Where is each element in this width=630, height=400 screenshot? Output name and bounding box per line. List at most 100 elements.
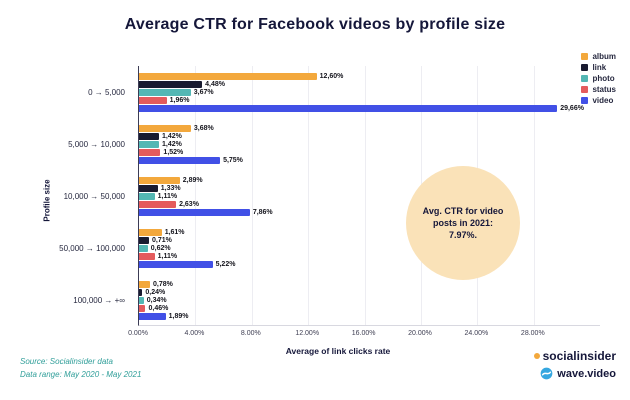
bar-photo: [139, 88, 191, 96]
bar-line: 7,86%: [139, 208, 600, 216]
bar-photo: [139, 296, 144, 304]
legend-label: album: [592, 52, 616, 61]
bar-album: [139, 124, 191, 132]
bar-status: [139, 148, 161, 156]
bar-status: [139, 200, 177, 208]
bar-album: [139, 176, 180, 184]
bar-value-label: 0,62%: [150, 244, 171, 252]
bar-line: 1,42%: [139, 132, 600, 140]
bar-line: 0,71%: [139, 236, 600, 244]
gridline: [364, 66, 366, 325]
bar-value-label: 0,34%: [146, 296, 167, 304]
bar-link: [139, 236, 149, 244]
legend-swatch-icon: [581, 64, 589, 71]
bar-value-label: 0,78%: [152, 280, 173, 288]
bar-line: 0,34%: [139, 296, 600, 304]
bar-album: [139, 72, 317, 80]
bar-status: [139, 252, 155, 260]
bar-line: 1,61%: [139, 228, 600, 236]
category-label: 100,000 → +∞: [73, 295, 125, 305]
bar-value-label: 3,67%: [193, 88, 214, 96]
bar-value-label: 3,68%: [193, 124, 214, 132]
bar-link: [139, 132, 160, 140]
annotation-circle: Avg. CTR for video posts in 2021: 7.97%.: [406, 166, 520, 280]
bar-value-label: 2,63%: [179, 200, 199, 208]
source-note: Source: Socialinsider data Data range: M…: [20, 356, 141, 382]
bar-line: 1,89%: [139, 312, 600, 320]
bar-value-label: 4,48%: [205, 80, 226, 88]
bar-video: [139, 312, 166, 320]
bar-status: [139, 96, 167, 104]
legend-item-video: video: [581, 96, 616, 105]
bar-video: [139, 260, 213, 268]
bar-line: 1,42%: [139, 140, 600, 148]
x-tick-label: 16.00%: [351, 330, 376, 337]
x-tick-label: 8.00%: [240, 330, 261, 337]
bar-album: [139, 228, 162, 236]
bar-group: 2,89% 1,33% 1,11% 2,63% 7,86%: [139, 170, 600, 222]
bar-video: [139, 208, 250, 216]
bar-line: 3,68%: [139, 124, 600, 132]
bar-line: 12,60%: [139, 72, 600, 80]
category-label: 50,000 → 100,000: [59, 243, 125, 253]
bar-line: 29,66%: [139, 104, 600, 112]
gridline: [195, 66, 197, 325]
bar-video: [139, 104, 558, 112]
bar-group: 12,60% 4,48% 3,67% 1,96% 29,66%: [139, 66, 600, 118]
annotation-text: Avg. CTR for video posts in 2021: 7.97%.: [422, 205, 504, 241]
legend-label: photo: [592, 74, 615, 83]
bar-value-label: 1,96%: [169, 96, 190, 104]
bar-line: 0,46%: [139, 304, 600, 312]
bar-line: 2,63%: [139, 200, 600, 208]
wavevideo-logo: wave.video: [540, 367, 616, 380]
x-tick-label: 20.00%: [408, 330, 432, 337]
legend-item-album: album: [581, 52, 616, 61]
x-tick-label: 24.00%: [464, 330, 489, 337]
bar-value-label: 5,22%: [215, 260, 236, 268]
gridline: [533, 66, 535, 325]
bar-value-label: 5,75%: [223, 156, 243, 164]
bar-value-label: 1,52%: [163, 148, 184, 156]
bar-photo: [139, 192, 155, 200]
legend-swatch-icon: [581, 86, 589, 93]
wavevideo-icon: [540, 367, 553, 380]
bar-line: 1,11%: [139, 252, 600, 260]
bar-line: 2,89%: [139, 176, 600, 184]
data-range-line: Data range: May 2020 - May 2021: [20, 369, 142, 379]
bar-line: 1,11%: [139, 192, 600, 200]
bar-line: 0,24%: [139, 288, 600, 296]
legend-item-link: link: [581, 63, 616, 72]
bar-value-label: 1,11%: [157, 252, 178, 260]
bar-album: [139, 280, 150, 288]
bar-line: 3,67%: [139, 88, 600, 96]
branding: socialinsider wave.video: [533, 349, 616, 380]
bar-value-label: 12,60%: [319, 72, 344, 80]
bar-value-label: 1,42%: [162, 132, 182, 140]
bar-value-label: 29,66%: [560, 104, 584, 112]
legend-item-status: status: [581, 85, 616, 94]
legend-label: status: [592, 85, 616, 94]
bar-group: 1,61% 0,71% 0,62% 1,11% 5,22%: [139, 222, 600, 274]
bar-value-label: 1,61%: [164, 228, 185, 236]
bar-line: 5,22%: [139, 260, 600, 268]
bar-video: [139, 156, 221, 164]
legend-label: link: [592, 63, 607, 72]
socialinsider-logo: socialinsider: [533, 349, 616, 363]
wavevideo-logo-text: wave.video: [557, 367, 616, 380]
bar-line: 1,96%: [139, 96, 600, 104]
category-label: 10,000 → 50,000: [63, 191, 125, 201]
bar-photo: [139, 244, 148, 252]
chart-title: Average CTR for Facebook videos by profi…: [124, 16, 506, 33]
bar-value-label: 2,89%: [182, 176, 203, 184]
category-label: 5,000 → 10,000: [68, 139, 125, 149]
x-axis-title: Average of link clicks rate: [285, 346, 391, 356]
socialinsider-dot-icon: [533, 353, 540, 359]
legend-swatch-icon: [581, 75, 589, 82]
gridline: [251, 66, 253, 325]
category-labels: 0 → 5,000 5,000 → 10,000 10,000 → 50,000 50…: [8, 66, 134, 326]
legend-item-photo: photo: [581, 74, 616, 83]
bar-value-label: 7,86%: [252, 208, 273, 216]
gridline: [308, 66, 310, 325]
bar-value-label: 0,24%: [145, 288, 166, 296]
bar-rows: 12,60% 4,48% 3,67% 1,96% 29,66% 3,68% 1,42% 1,4…: [139, 66, 600, 326]
